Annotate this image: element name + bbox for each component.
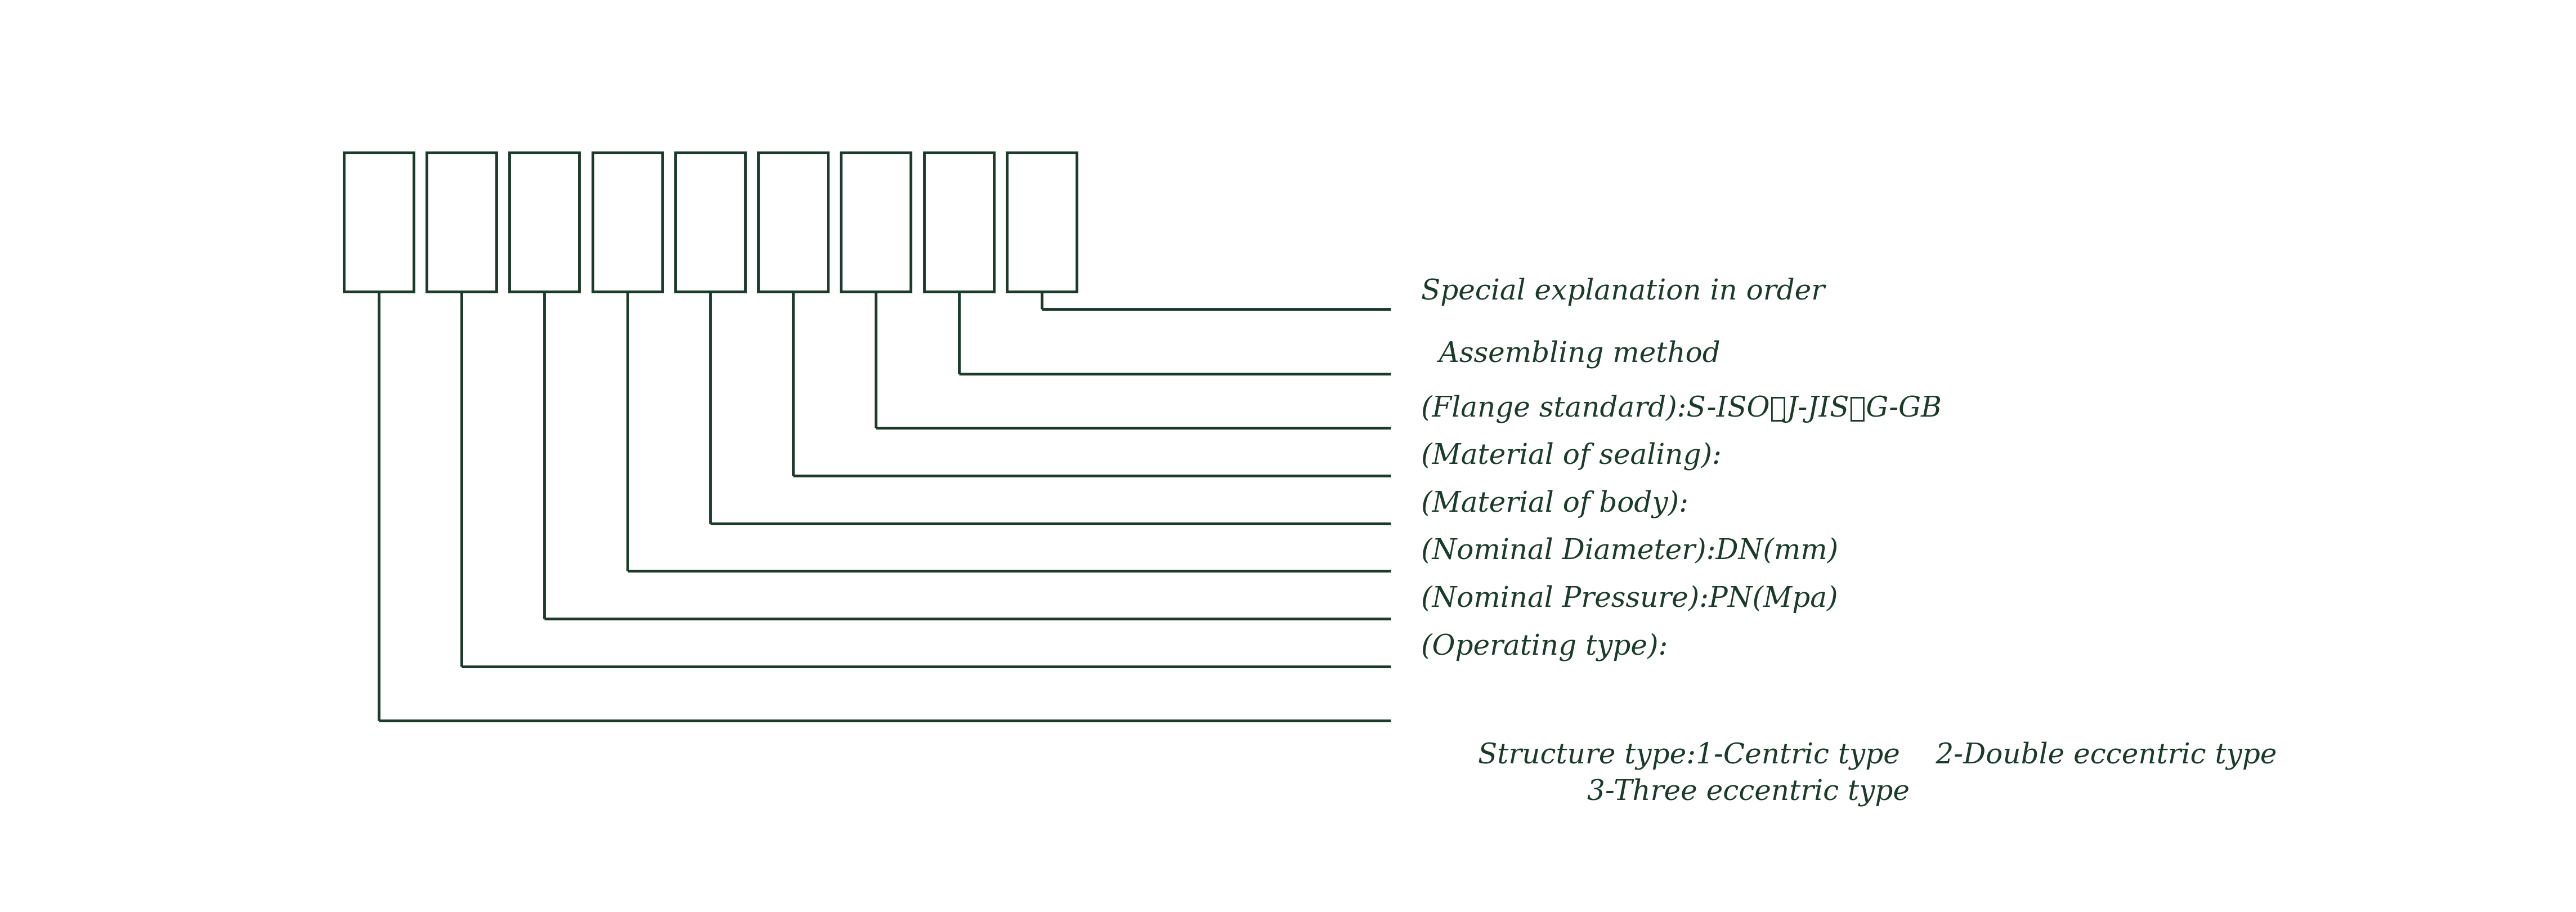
- Text: Assembling method: Assembling method: [1422, 340, 1721, 368]
- Bar: [925, 153, 994, 292]
- Text: (Material of sealing):: (Material of sealing):: [1422, 442, 1721, 471]
- Bar: [510, 153, 580, 292]
- Text: Special explanation in order: Special explanation in order: [1422, 277, 1824, 306]
- Text: (Material of body):: (Material of body):: [1422, 490, 1687, 518]
- Text: (Operating type):: (Operating type):: [1422, 633, 1667, 661]
- Bar: [757, 153, 827, 292]
- Bar: [1007, 153, 1077, 292]
- Text: Structure type:1-Centric type    2-Double eccentric type: Structure type:1-Centric type 2-Double e…: [1479, 741, 2277, 770]
- Bar: [675, 153, 744, 292]
- Bar: [840, 153, 912, 292]
- Text: 3-Three eccentric type: 3-Three eccentric type: [1587, 778, 1909, 806]
- Bar: [592, 153, 662, 292]
- Text: (Nominal Pressure):PN(Mpa): (Nominal Pressure):PN(Mpa): [1422, 586, 1837, 613]
- Bar: [428, 153, 497, 292]
- Bar: [343, 153, 415, 292]
- Text: (Nominal Diameter):DN(mm): (Nominal Diameter):DN(mm): [1422, 538, 1839, 565]
- Text: (Flange standard):S-ISO、J-JIS、G-GB: (Flange standard):S-ISO、J-JIS、G-GB: [1422, 395, 1942, 422]
